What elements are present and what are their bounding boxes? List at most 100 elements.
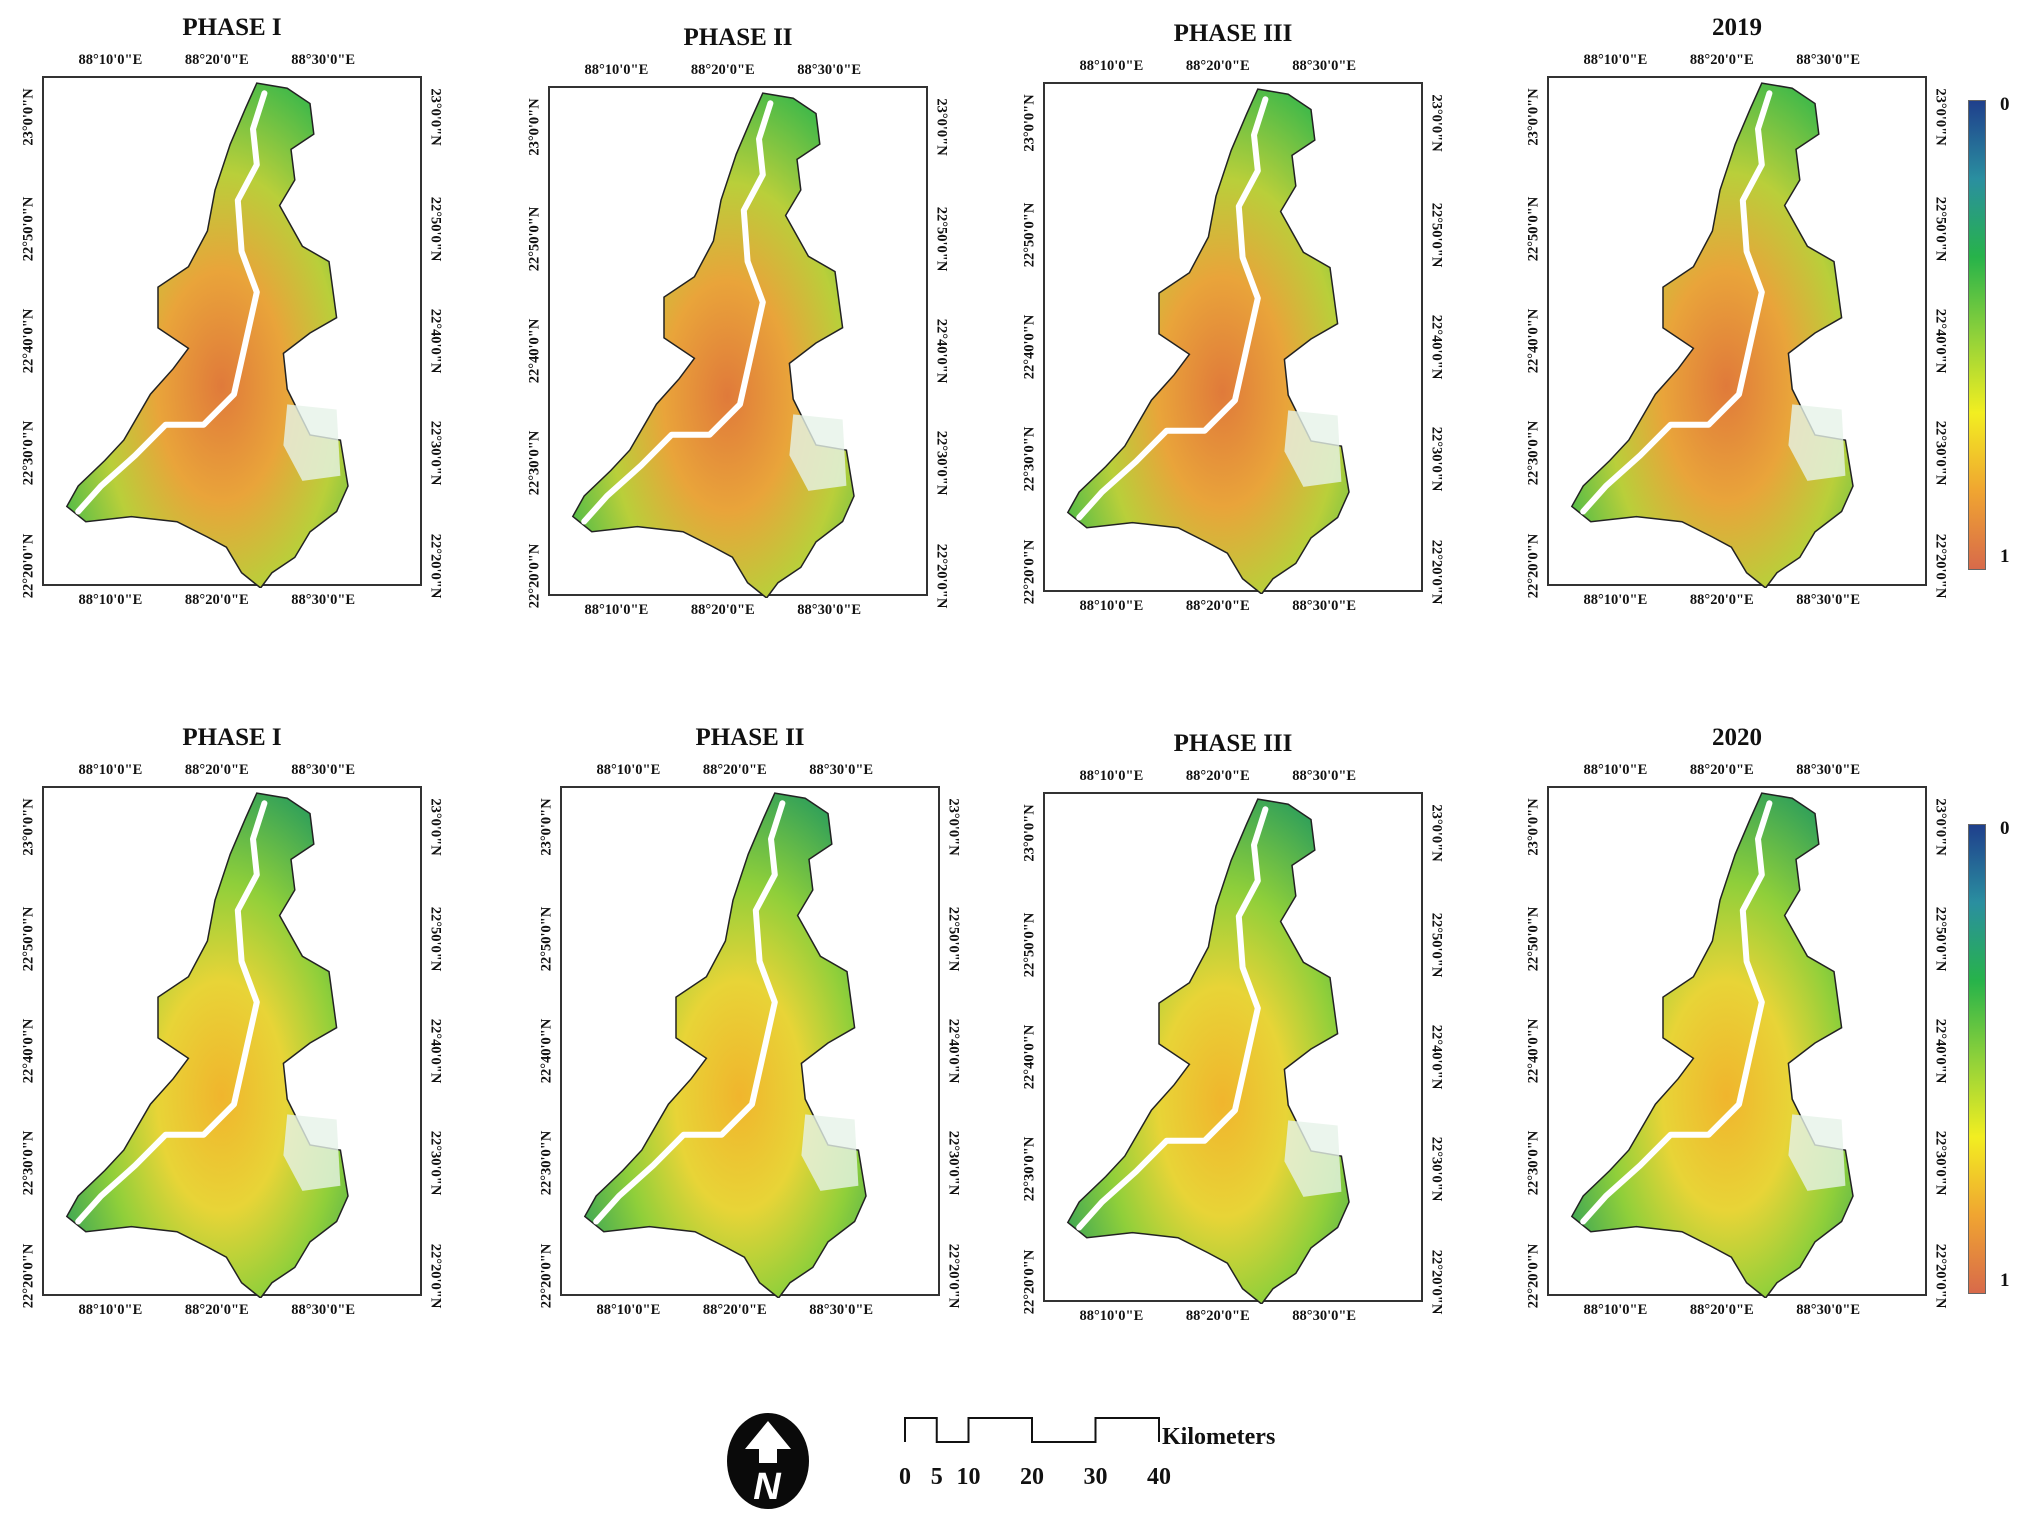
map-panel: PHASE I 88°10'0"E 88°10'0"E 88°20'0"E 88°20… xyxy=(12,724,452,1334)
latitude-label: 22°40'0"N xyxy=(20,308,37,374)
scale-tick-label: 30 xyxy=(1083,1464,1108,1490)
panel-title: PHASE I xyxy=(182,724,282,751)
river-hooghly xyxy=(1076,806,1269,1231)
latitude-label: 22°20'0"N xyxy=(1021,539,1038,604)
latitude-label: 23°0'0"N xyxy=(526,98,543,156)
map-panel: 2020 88°10'0"E 88°10'0"E 88°20'0"E 88°20'0"… xyxy=(1517,724,1957,1334)
longitude-label: 88°20'0"E xyxy=(184,52,249,68)
longitude-label: 88°30'0"E xyxy=(1796,1302,1861,1318)
district-boundary xyxy=(1570,792,1854,1298)
latitude-label: 22°20'0"N xyxy=(1428,1249,1445,1314)
longitude-label: 88°30'0"E xyxy=(1292,58,1357,74)
latitude-label: 22°40'0"N xyxy=(526,318,543,384)
map-frame xyxy=(1043,82,1423,594)
latitude-label: 22°50'0"N xyxy=(1021,202,1038,268)
district-map xyxy=(571,92,855,598)
longitude-label: 88°10'0"E xyxy=(78,762,143,778)
wetland-area xyxy=(283,1114,341,1191)
color-ramp xyxy=(1968,824,1986,1294)
longitude-label: 88°30'0"E xyxy=(797,602,862,618)
latitude-label: 22°40'0"N xyxy=(20,1018,37,1084)
district-map xyxy=(1570,792,1854,1298)
longitude-label: 88°20'0"E xyxy=(1185,1308,1250,1324)
longitude-label: 88°20'0"E xyxy=(1185,768,1250,784)
latitude-label: 23°0'0"N xyxy=(1428,94,1445,152)
longitude-label: 88°20'0"E xyxy=(1689,1302,1754,1318)
north-arrow-icon: N xyxy=(723,1411,813,1511)
latitude-label: 22°30'0"N xyxy=(1021,427,1038,492)
longitude-label: 88°20'0"E xyxy=(702,1302,767,1318)
latitude-label: 23°0'0"N xyxy=(933,98,950,156)
latitude-label: 22°20'0"N xyxy=(20,1243,37,1308)
latitude-label: 22°40'0"N xyxy=(1932,1018,1949,1084)
wetland-area xyxy=(1788,1114,1846,1191)
latitude-label: 22°20'0"N xyxy=(1525,533,1542,598)
longitude-label: 88°30'0"E xyxy=(291,1302,356,1318)
longitude-label: 88°20'0"E xyxy=(702,762,767,778)
scale-tick-label: 20 xyxy=(1020,1464,1044,1490)
latitude-label: 22°40'0"N xyxy=(1021,1024,1038,1090)
latitude-label: 23°0'0"N xyxy=(1525,798,1542,856)
longitude-label: 88°30'0"E xyxy=(291,762,356,778)
longitude-label: 88°10'0"E xyxy=(596,762,661,778)
wetland-area xyxy=(801,1114,859,1191)
longitude-label: 88°20'0"E xyxy=(690,602,755,618)
panel-title: PHASE II xyxy=(695,724,805,751)
latitude-label: 22°40'0"N xyxy=(538,1018,555,1084)
latitude-label: 23°0'0"N xyxy=(20,88,37,146)
longitude-label: 88°30'0"E xyxy=(1796,52,1861,68)
latitude-label: 22°50'0"N xyxy=(1932,906,1949,972)
longitude-label: 88°10'0"E xyxy=(78,592,143,608)
scale-tick-label: 10 xyxy=(956,1464,981,1490)
latitude-label: 22°20'0"N xyxy=(1932,533,1949,598)
river-hooghly xyxy=(1580,800,1773,1225)
latitude-label: 23°0'0"N xyxy=(538,798,555,856)
district-boundary xyxy=(65,82,349,588)
latitude-label: 22°40'0"N xyxy=(1525,308,1542,374)
latitude-label: 22°50'0"N xyxy=(1021,912,1038,978)
latitude-label: 23°0'0"N xyxy=(1021,94,1038,152)
wetland-area xyxy=(283,404,341,481)
latitude-label: 22°30'0"N xyxy=(945,1131,962,1196)
latitude-label: 22°50'0"N xyxy=(427,906,444,972)
latitude-label: 22°30'0"N xyxy=(1932,421,1949,486)
latitude-label: 23°0'0"N xyxy=(1428,804,1445,862)
latitude-label: 22°40'0"N xyxy=(1021,314,1038,380)
longitude-label: 88°30'0"E xyxy=(809,1302,874,1318)
latitude-label: 23°0'0"N xyxy=(1932,798,1949,856)
latitude-label: 22°20'0"N xyxy=(427,1243,444,1308)
panel-title: PHASE III xyxy=(1173,730,1293,757)
longitude-label: 88°30'0"E xyxy=(291,592,356,608)
latitude-label: 22°30'0"N xyxy=(1021,1137,1038,1202)
latitude-label: 22°30'0"N xyxy=(1428,1137,1445,1202)
map-frame xyxy=(560,786,940,1298)
longitude-label: 88°20'0"E xyxy=(1689,52,1754,68)
longitude-label: 88°30'0"E xyxy=(797,62,862,78)
latitude-label: 22°30'0"N xyxy=(20,421,37,486)
latitude-label: 22°40'0"N xyxy=(1932,308,1949,374)
latitude-label: 22°40'0"N xyxy=(945,1018,962,1084)
longitude-label: 88°30'0"E xyxy=(1292,598,1357,614)
legend-min-label: 1 xyxy=(2000,546,2010,567)
latitude-label: 22°20'0"N xyxy=(526,543,543,608)
longitude-label: 88°10'0"E xyxy=(1583,592,1648,608)
latitude-label: 22°30'0"N xyxy=(20,1131,37,1196)
longitude-label: 88°20'0"E xyxy=(1689,592,1754,608)
legend-max-label: 0 xyxy=(2000,94,2010,115)
latitude-label: 22°50'0"N xyxy=(1932,196,1949,262)
river-hooghly xyxy=(581,100,774,525)
latitude-label: 22°20'0"N xyxy=(1428,539,1445,604)
longitude-label: 88°10'0"E xyxy=(584,602,649,618)
river-hooghly xyxy=(75,90,268,515)
latitude-label: 22°50'0"N xyxy=(1525,196,1542,262)
latitude-label: 23°0'0"N xyxy=(945,798,962,856)
scale-tick-label: 0 xyxy=(899,1464,911,1490)
panel-title: PHASE III xyxy=(1173,20,1293,47)
color-legend: 0 1 xyxy=(1968,94,2028,570)
latitude-label: 22°50'0"N xyxy=(1525,906,1542,972)
latitude-label: 22°40'0"N xyxy=(427,308,444,374)
scale-bar: Kilometers 0 5 10 20 30 40 xyxy=(899,1410,1320,1510)
panel-title: 2020 xyxy=(1712,724,1762,751)
latitude-label: 22°20'0"N xyxy=(933,543,950,608)
longitude-label: 88°30'0"E xyxy=(1292,768,1357,784)
